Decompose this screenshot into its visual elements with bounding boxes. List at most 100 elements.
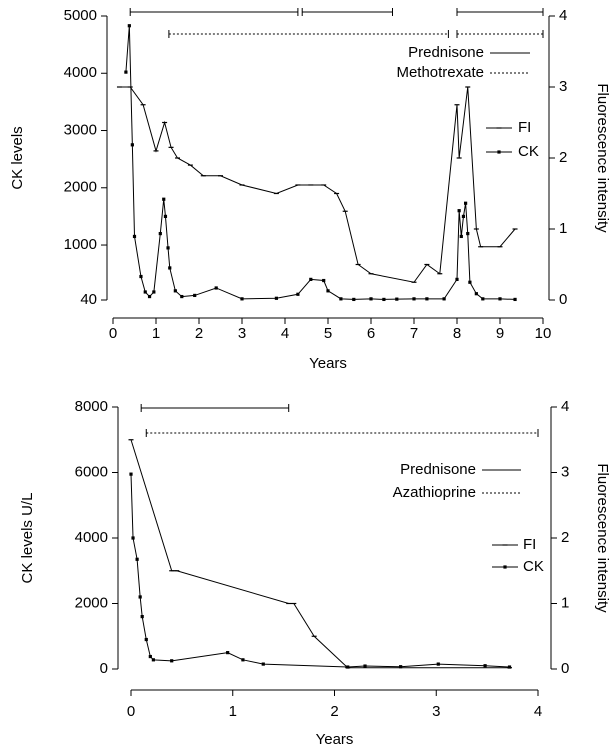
x-tick-label: 1 <box>229 703 237 720</box>
y2-tick-label: 1 <box>561 594 569 611</box>
marker <box>395 297 399 301</box>
y2-axis-title: Fluorescence intensity <box>594 463 611 613</box>
marker <box>457 209 461 213</box>
y2-tick-label: 4 <box>559 7 567 24</box>
marker <box>148 654 152 659</box>
marker <box>240 297 244 301</box>
y-tick-label: 6000 <box>75 463 108 480</box>
x-tick-label: 2 <box>330 703 338 720</box>
marker <box>131 536 135 540</box>
marker <box>436 662 440 666</box>
x-tick-label: 6 <box>367 325 375 342</box>
x-tick-label: 3 <box>238 325 246 342</box>
marker <box>261 662 265 666</box>
x-tick-label: 0 <box>109 325 117 342</box>
marker <box>152 290 156 294</box>
marker <box>151 658 155 662</box>
marker <box>466 231 470 236</box>
marker <box>461 214 466 219</box>
legend-label: Azathioprine <box>393 484 476 501</box>
y-tick-label: 40 <box>80 291 97 308</box>
legend-label: CK <box>518 143 539 160</box>
legend-label: FI <box>523 536 536 553</box>
marker <box>474 292 478 296</box>
marker <box>483 664 487 668</box>
marker <box>127 24 131 28</box>
marker <box>214 286 218 290</box>
marker <box>296 292 300 296</box>
marker <box>513 297 517 302</box>
marker <box>162 197 166 201</box>
marker <box>363 664 367 668</box>
marker <box>425 297 429 301</box>
x-tick-label: 3 <box>432 703 440 720</box>
marker <box>143 290 147 294</box>
x-tick-label: 1 <box>152 325 160 342</box>
legend-label: Prednisone <box>400 461 476 478</box>
y-axis-title: CK levels U/L <box>19 493 36 584</box>
marker <box>130 143 134 147</box>
marker <box>147 294 152 299</box>
marker <box>163 214 168 219</box>
y-tick-label: 4000 <box>64 64 97 81</box>
marker <box>442 297 446 301</box>
marker <box>180 294 184 299</box>
marker <box>139 274 143 279</box>
marker <box>507 665 512 669</box>
y-tick-label: 2000 <box>64 179 97 196</box>
x-tick-label: 2 <box>195 325 203 342</box>
marker <box>135 557 139 561</box>
x-tick-label: 5 <box>324 325 332 342</box>
legend-marker <box>503 565 507 569</box>
marker <box>274 296 278 300</box>
marker <box>352 297 356 302</box>
x-tick-label: 4 <box>534 703 542 720</box>
marker <box>322 278 326 283</box>
y-axis-title: CK levels <box>9 126 26 189</box>
marker <box>140 615 144 619</box>
y-tick-label: 4000 <box>75 529 108 546</box>
marker <box>168 266 172 270</box>
marker <box>464 201 468 205</box>
x-axis-title: Years <box>316 731 354 748</box>
marker <box>138 595 142 599</box>
marker <box>170 659 174 663</box>
marker <box>241 658 245 662</box>
marker <box>129 472 133 476</box>
y2-tick-label: 3 <box>561 463 569 480</box>
series-line <box>119 86 516 283</box>
y-tick-label: 2000 <box>75 594 108 611</box>
y-tick-label: 8000 <box>75 398 108 415</box>
marker <box>132 234 137 239</box>
marker <box>481 297 485 301</box>
marker <box>309 277 313 281</box>
legend-label: Prednisone <box>408 44 484 61</box>
marker <box>144 637 148 642</box>
legend-marker <box>497 150 501 154</box>
y2-tick-label: 0 <box>559 291 567 308</box>
marker <box>173 289 177 293</box>
marker <box>498 297 502 301</box>
x-tick-label: 0 <box>127 703 135 720</box>
y2-tick-label: 1 <box>559 220 567 237</box>
marker <box>158 231 162 236</box>
marker <box>455 277 459 281</box>
y2-tick-label: 3 <box>559 78 567 95</box>
y2-tick-label: 2 <box>561 529 569 546</box>
x-tick-label: 4 <box>281 325 289 342</box>
marker <box>346 665 350 669</box>
x-tick-label: 9 <box>496 325 504 342</box>
marker <box>124 70 128 74</box>
marker <box>339 297 343 301</box>
marker <box>459 234 463 239</box>
series-line <box>130 474 510 668</box>
x-axis-title: Years <box>309 355 347 372</box>
y-tick-label: 3000 <box>64 121 97 138</box>
marker <box>382 297 386 302</box>
y2-tick-label: 4 <box>561 398 569 415</box>
marker <box>326 289 330 293</box>
y2-tick-label: 0 <box>561 660 569 677</box>
x-tick-label: 7 <box>410 325 418 342</box>
y-tick-label: 5000 <box>64 7 97 24</box>
marker <box>166 246 170 250</box>
